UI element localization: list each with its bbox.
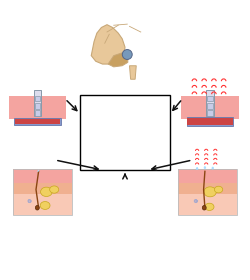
- Bar: [13, 194, 72, 214]
- Bar: [187, 118, 233, 125]
- Bar: [15, 119, 60, 124]
- Polygon shape: [212, 167, 213, 169]
- Bar: [182, 95, 238, 119]
- Ellipse shape: [202, 206, 206, 210]
- Polygon shape: [108, 53, 128, 67]
- Ellipse shape: [50, 186, 59, 193]
- Polygon shape: [130, 66, 136, 79]
- Polygon shape: [204, 167, 206, 168]
- Bar: [34, 103, 40, 109]
- Bar: [13, 169, 72, 185]
- Bar: [178, 169, 237, 214]
- Ellipse shape: [205, 203, 214, 211]
- Bar: [80, 95, 170, 170]
- Bar: [207, 103, 213, 109]
- Bar: [34, 90, 41, 116]
- Circle shape: [122, 50, 132, 59]
- Bar: [13, 169, 72, 214]
- Bar: [14, 118, 61, 125]
- Bar: [178, 183, 237, 196]
- Bar: [207, 110, 213, 116]
- Ellipse shape: [40, 187, 52, 197]
- Bar: [207, 95, 213, 101]
- Bar: [178, 169, 237, 185]
- Ellipse shape: [204, 187, 216, 197]
- Ellipse shape: [35, 206, 39, 210]
- Bar: [9, 95, 66, 119]
- Bar: [186, 117, 234, 127]
- Bar: [13, 183, 72, 196]
- Bar: [178, 194, 237, 214]
- Bar: [34, 95, 40, 101]
- Ellipse shape: [214, 186, 223, 193]
- Polygon shape: [196, 167, 198, 169]
- Bar: [34, 110, 40, 116]
- Ellipse shape: [40, 202, 50, 209]
- Bar: [206, 90, 214, 116]
- Polygon shape: [91, 25, 125, 64]
